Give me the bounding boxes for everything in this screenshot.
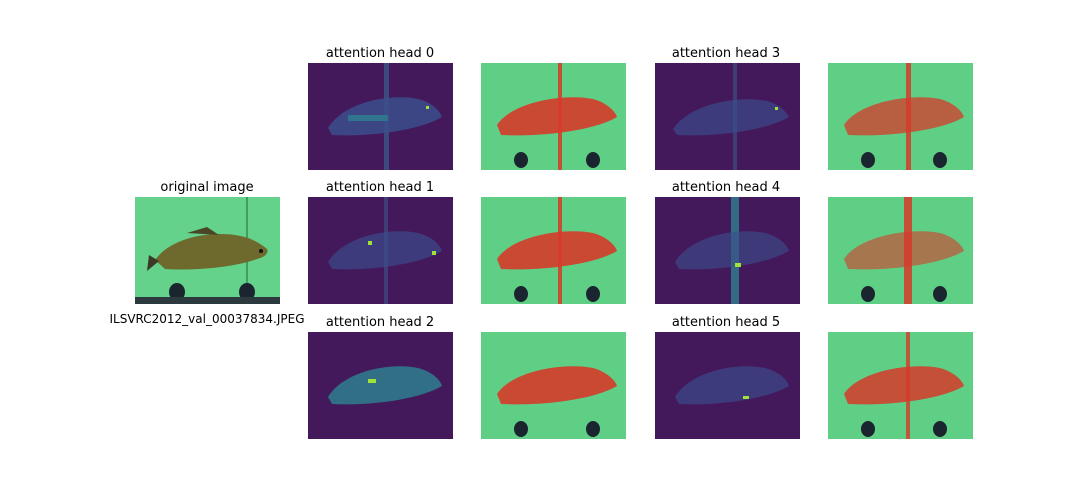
attention-head-3-map [655,63,800,170]
overlay-svg [828,197,973,304]
attention-map-svg [655,197,800,304]
head-0-title: attention head 0 [325,46,435,61]
original-image-svg [135,197,280,304]
attention-map-svg [308,332,453,439]
original-image [135,197,280,304]
overlay-svg [481,332,626,439]
head-5-title: attention head 5 [671,315,781,330]
overlay-head-5 [828,332,973,439]
attention-map-svg [655,332,800,439]
original-image-title: original image [160,180,254,195]
head-2-title: attention head 2 [325,315,435,330]
overlay-head-3 [828,63,973,170]
overlay-svg [828,63,973,170]
overlay-head-0 [481,63,626,170]
attention-map-svg [655,63,800,170]
head-3-title: attention head 3 [671,46,781,61]
attention-head-0-map [308,63,453,170]
overlay-svg [481,197,626,304]
attention-head-2-map [308,332,453,439]
overlay-svg [481,63,626,170]
original-image-filename: ILSVRC2012_val_00037834.JPEG [109,312,305,326]
head-1-title: attention head 1 [325,180,435,195]
attention-map-svg [308,63,453,170]
overlay-svg [828,332,973,439]
overlay-head-1 [481,197,626,304]
attention-map-svg [308,197,453,304]
attention-head-5-map [655,332,800,439]
overlay-head-2 [481,332,626,439]
overlay-head-4 [828,197,973,304]
attention-head-1-map [308,197,453,304]
head-4-title: attention head 4 [671,180,781,195]
attention-head-4-map [655,197,800,304]
